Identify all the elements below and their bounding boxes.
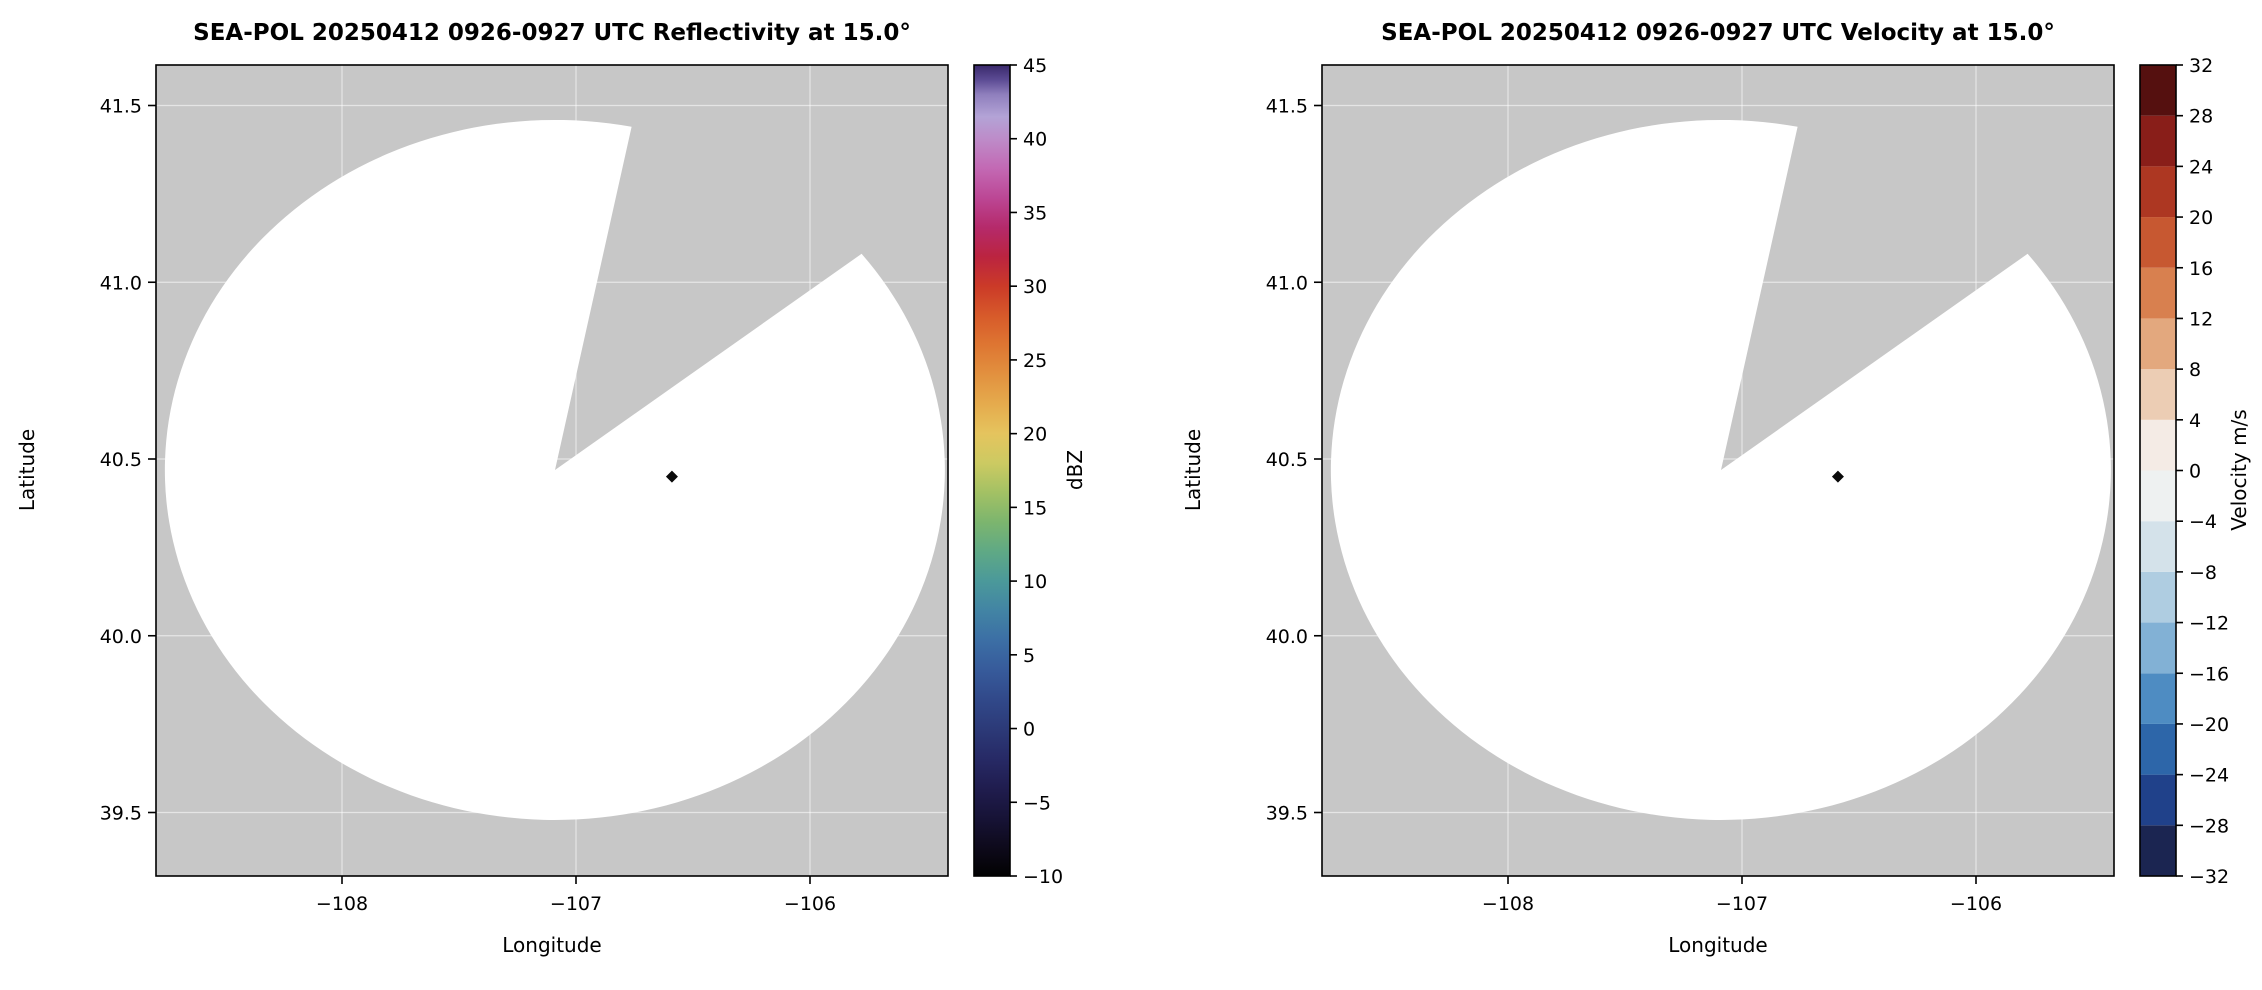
colorbar-tick-label: −4 bbox=[2189, 511, 2217, 533]
y-tick-label: 40.0 bbox=[1266, 626, 1308, 648]
axes-frame bbox=[1321, 64, 2115, 877]
colorbar-tick-label: 15 bbox=[1023, 497, 1047, 519]
x-tick-label: −106 bbox=[1950, 893, 2002, 915]
y-tick-label: 40.5 bbox=[1266, 449, 1308, 471]
colorbar-label: dBZ bbox=[1063, 450, 1087, 490]
colorbar-tick-label: 0 bbox=[2189, 461, 2201, 483]
colorbar-tick-label: −16 bbox=[2189, 663, 2229, 685]
y-tick-label: 41.5 bbox=[100, 96, 142, 118]
colorbar-ticks: 32 28 24 20 16 12 8 4 0 −4 −8 −12 −16 −20 −24 −28 −32 bbox=[2176, 55, 2229, 888]
x-axis-label: Longitude bbox=[1668, 933, 1767, 957]
echo-point bbox=[1831, 470, 1844, 483]
echo-point bbox=[665, 470, 678, 483]
colorbar-tick-label: 10 bbox=[1023, 571, 1047, 593]
colorbar-tick-label: 25 bbox=[1023, 350, 1047, 372]
colorbar-tick-label: 24 bbox=[2189, 156, 2213, 178]
colorbar-tick-label: −8 bbox=[2189, 562, 2217, 584]
colorbar-gradient bbox=[974, 65, 1010, 876]
y-axis-label: Latitude bbox=[15, 429, 39, 511]
colorbar-segment bbox=[2140, 774, 2176, 826]
colorbar-segment bbox=[2140, 673, 2176, 724]
colorbar-segments bbox=[2140, 65, 2176, 876]
y-tick-label: 39.5 bbox=[100, 803, 142, 825]
x-tick-label: −107 bbox=[550, 893, 602, 915]
colorbar-tick-label: 16 bbox=[2189, 258, 2213, 280]
colorbar-tick-label: 32 bbox=[2189, 55, 2213, 77]
colorbar-segment bbox=[2140, 470, 2176, 522]
colorbar-tick-label: 20 bbox=[2189, 207, 2213, 229]
colorbar-segment bbox=[2140, 217, 2176, 268]
colorbar-tick-label: 12 bbox=[2189, 308, 2213, 330]
reflectivity-panel: SEA-POL 20250412 0926-0927 UTC Reflectiv… bbox=[15, 20, 1087, 957]
x-tick-label: −106 bbox=[784, 893, 836, 915]
y-tick-label: 40.0 bbox=[100, 626, 142, 648]
colorbar-segment bbox=[2140, 622, 2176, 674]
colorbar-velocity: 32 28 24 20 16 12 8 4 0 −4 −8 −12 −16 −20 −24 −28 −32 Ve… bbox=[2139, 55, 2251, 888]
echo-points bbox=[1831, 470, 1844, 483]
x-tick-label: −108 bbox=[316, 893, 368, 915]
colorbar-segment bbox=[2140, 419, 2176, 471]
colorbar-tick-label: −28 bbox=[2189, 815, 2229, 837]
echo-points bbox=[665, 470, 678, 483]
radar-coverage-area bbox=[164, 119, 945, 820]
colorbar-segment bbox=[2140, 571, 2176, 623]
colorbar-tick-label: 8 bbox=[2189, 359, 2201, 381]
axes-frame bbox=[155, 64, 949, 877]
x-axis-label: Longitude bbox=[502, 933, 601, 957]
colorbar-tick-label: −32 bbox=[2189, 866, 2229, 888]
y-axis-label: Latitude bbox=[1181, 429, 1205, 511]
radar-coverage-area bbox=[1330, 119, 2111, 820]
colorbar-reflectivity: 45 40 35 30 25 20 15 10 5 0 −5 −10 dBZ bbox=[973, 55, 1087, 888]
colorbar-segment bbox=[2140, 166, 2176, 218]
velocity-panel: SEA-POL 20250412 0926-0927 UTC Velocity … bbox=[1181, 20, 2251, 957]
y-tick-label: 39.5 bbox=[1266, 803, 1308, 825]
colorbar-segment bbox=[2140, 65, 2176, 116]
colorbar-segment bbox=[2140, 521, 2176, 572]
colorbar-segment bbox=[2140, 369, 2176, 420]
y-axis-ticks: 41.5 41.0 40.5 40.0 39.5 bbox=[1266, 96, 1322, 825]
y-tick-label: 41.0 bbox=[100, 272, 142, 294]
x-axis-ticks: −108 −107 −106 bbox=[316, 876, 836, 915]
colorbar-tick-label: −12 bbox=[2189, 613, 2229, 635]
colorbar-tick-label: 20 bbox=[1023, 424, 1047, 446]
colorbar-label: Velocity m/s bbox=[2227, 409, 2251, 530]
colorbar-segment bbox=[2140, 318, 2176, 370]
colorbar-tick-label: 5 bbox=[1023, 645, 1035, 667]
colorbar-tick-label: −5 bbox=[1023, 792, 1051, 814]
colorbar-tick-label: −20 bbox=[2189, 714, 2229, 736]
colorbar-tick-label: 4 bbox=[2189, 410, 2201, 432]
panel-title: SEA-POL 20250412 0926-0927 UTC Velocity … bbox=[1381, 20, 2055, 46]
colorbar-tick-label: 28 bbox=[2189, 106, 2213, 128]
colorbar-segment bbox=[2140, 267, 2176, 319]
colorbar-tick-label: 45 bbox=[1023, 55, 1047, 77]
y-tick-label: 40.5 bbox=[100, 449, 142, 471]
colorbar-ticks: 45 40 35 30 25 20 15 10 5 0 −5 −10 bbox=[1010, 55, 1063, 888]
panel-title: SEA-POL 20250412 0926-0927 UTC Reflectiv… bbox=[193, 20, 911, 46]
colorbar-tick-label: 40 bbox=[1023, 129, 1047, 151]
colorbar-tick-label: −10 bbox=[1023, 866, 1063, 888]
colorbar-segment bbox=[2140, 723, 2176, 775]
colorbar-tick-label: 30 bbox=[1023, 276, 1047, 298]
y-tick-label: 41.0 bbox=[1266, 272, 1308, 294]
colorbar-tick-label: 0 bbox=[1023, 719, 1035, 741]
colorbar-tick-label: 35 bbox=[1023, 202, 1047, 224]
x-tick-label: −107 bbox=[1716, 893, 1768, 915]
x-axis-ticks: −108 −107 −106 bbox=[1482, 876, 2002, 915]
y-tick-label: 41.5 bbox=[1266, 96, 1308, 118]
colorbar-segment bbox=[2140, 825, 2176, 876]
colorbar-segment bbox=[2140, 115, 2176, 167]
x-tick-label: −108 bbox=[1482, 893, 1534, 915]
y-axis-ticks: 41.5 41.0 40.5 40.0 39.5 bbox=[100, 96, 156, 825]
colorbar-tick-label: −24 bbox=[2189, 765, 2229, 787]
colorbar-frame bbox=[973, 64, 1011, 877]
